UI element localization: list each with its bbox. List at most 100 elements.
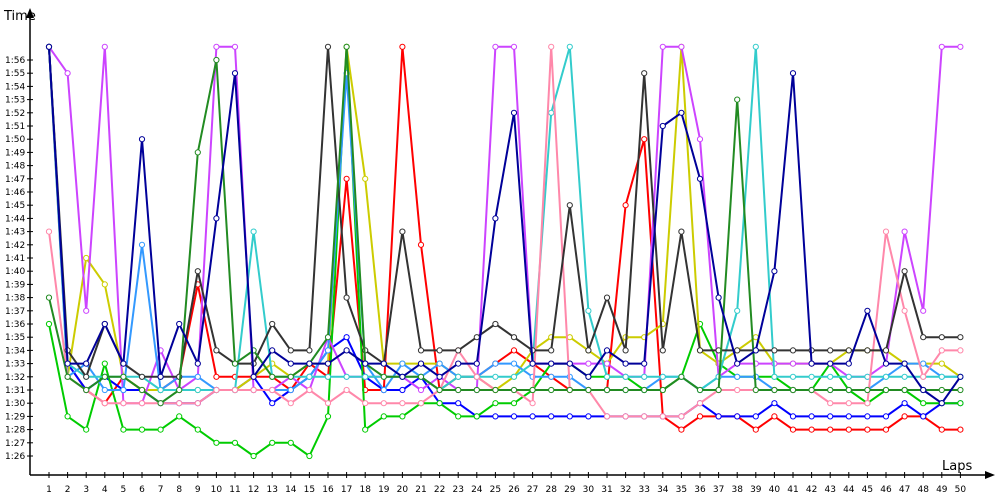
data-point	[269, 373, 276, 380]
data-point	[678, 228, 685, 235]
x-tick-label: 22	[434, 485, 445, 495]
data-point	[957, 426, 964, 433]
data-point	[603, 347, 611, 354]
data-point	[45, 320, 53, 328]
data-point	[213, 215, 220, 222]
x-tick-label: 1	[46, 485, 52, 495]
data-point	[864, 413, 871, 420]
data-point	[678, 413, 685, 420]
x-tick-label: 35	[676, 485, 687, 495]
data-point	[473, 334, 480, 341]
x-tick-labels: 1 2 3 4 5 6 7 8 9 10 11 12 13 14 15 16 17 18 19 20 21 22 23 24 2…	[46, 485, 966, 495]
data-point	[938, 386, 945, 394]
data-point	[882, 347, 890, 354]
data-point	[864, 426, 871, 433]
y-tick-label: 1:44	[5, 214, 25, 224]
x-tick-label: 39	[750, 485, 762, 495]
data-point	[920, 307, 927, 314]
data-point	[678, 43, 685, 50]
data-point	[492, 386, 499, 394]
x-tick-label: 25	[490, 485, 501, 495]
data-point	[287, 386, 294, 394]
data-point	[734, 360, 741, 367]
data-point	[324, 360, 332, 367]
data-point	[938, 400, 945, 407]
data-point	[789, 70, 797, 77]
data-point	[194, 268, 201, 275]
data-point	[882, 373, 890, 380]
data-point	[715, 294, 722, 301]
data-point	[120, 386, 127, 394]
x-tick-label: 43	[824, 485, 835, 495]
y-tick-label: 1:48	[5, 162, 25, 172]
data-point	[771, 400, 778, 407]
data-point	[752, 413, 759, 420]
data-point	[176, 386, 183, 394]
data-point	[920, 400, 927, 407]
data-point	[436, 360, 443, 367]
data-point	[436, 386, 443, 394]
data-point	[882, 426, 890, 433]
data-point	[269, 347, 276, 354]
x-tick-label: 3	[83, 485, 89, 495]
data-point	[882, 360, 890, 367]
data-point	[696, 400, 704, 407]
x-tick-label: 31	[601, 485, 612, 495]
data-point	[343, 294, 350, 301]
y-tick-label: 1:32	[5, 373, 25, 383]
y-tick-label: 1:40	[5, 267, 25, 277]
data-point	[64, 413, 71, 420]
data-point	[715, 413, 722, 420]
data-point	[659, 373, 666, 380]
series-line	[48, 45, 961, 418]
data-point	[399, 228, 406, 235]
data-point	[473, 413, 480, 420]
data-point	[734, 347, 741, 354]
data-point	[957, 43, 964, 50]
data-point	[622, 386, 629, 394]
data-point	[845, 426, 852, 433]
data-point	[771, 413, 778, 420]
data-point	[83, 254, 90, 262]
data-point	[455, 386, 462, 394]
x-tick-label: 6	[139, 485, 145, 495]
data-point	[324, 347, 332, 354]
data-point	[473, 373, 480, 380]
data-point	[529, 400, 536, 407]
data-point	[343, 175, 350, 182]
series-1	[45, 43, 964, 433]
data-point	[157, 426, 164, 433]
data-point	[101, 281, 108, 288]
x-tick-label: 27	[527, 485, 538, 495]
data-point	[548, 109, 555, 116]
data-point	[622, 373, 629, 380]
data-point	[306, 452, 313, 460]
data-point	[231, 439, 239, 446]
data-point	[938, 43, 945, 50]
series-line	[48, 45, 961, 378]
data-point	[771, 268, 778, 275]
data-point	[808, 386, 815, 394]
data-point	[920, 373, 927, 380]
data-point	[194, 149, 201, 156]
data-point	[957, 386, 964, 394]
data-point	[45, 294, 53, 301]
data-point	[492, 43, 499, 50]
data-point	[362, 360, 369, 367]
x-tick-label: 24	[471, 485, 483, 495]
data-point	[901, 386, 908, 394]
data-point	[585, 373, 592, 380]
x-tick-label: 34	[657, 485, 669, 495]
data-point	[380, 413, 387, 420]
data-point	[603, 360, 611, 367]
data-point	[492, 373, 499, 380]
data-point	[399, 360, 406, 367]
data-point	[659, 122, 666, 130]
data-point	[269, 400, 276, 407]
x-tick-label: 4	[102, 485, 108, 495]
data-point	[64, 70, 71, 77]
data-point	[752, 426, 759, 433]
data-point	[343, 347, 350, 354]
y-axis-title: Time	[3, 9, 36, 24]
data-point	[362, 175, 369, 182]
